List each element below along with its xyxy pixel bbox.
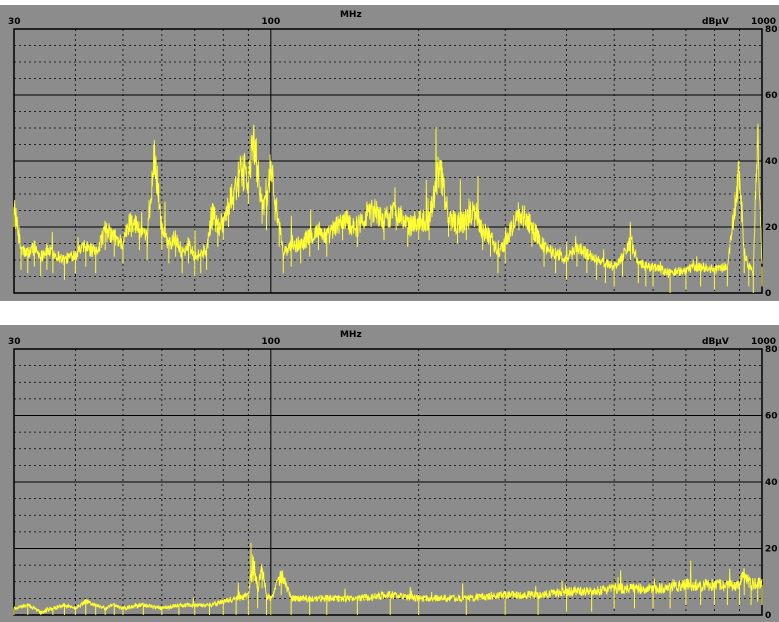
series-trace	[13, 542, 763, 615]
y-tick-label: 80	[765, 25, 778, 35]
y-tick-label: 80	[765, 345, 778, 355]
series-trace	[13, 123, 763, 279]
x-tick-label: 1000	[751, 17, 776, 27]
spectrum-chart-top: 30 100 1000 80 60 40 20 0 MHz dBµV	[0, 5, 779, 301]
y-tick-label: 40	[765, 157, 778, 167]
y-tick-label: 40	[765, 478, 778, 488]
x-axis-label: MHz	[340, 10, 362, 20]
x-tick-label: 100	[261, 17, 280, 27]
x-tick-label: 30	[8, 17, 21, 27]
y-tick-label: 0	[765, 289, 771, 299]
y-tick-label: 0	[765, 611, 771, 621]
x-tick-label: 100	[261, 337, 280, 347]
y-axis-label: dBµV	[702, 17, 729, 27]
plot-border	[13, 28, 763, 294]
x-axis-label: MHz	[340, 330, 362, 340]
y-axis-label: dBµV	[702, 337, 729, 347]
x-tick-label: 30	[8, 337, 21, 347]
plot-border	[13, 348, 763, 616]
y-tick-label: 60	[765, 91, 778, 101]
spectrum-chart-bottom: 30 100 1000 80 60 40 20 0 MHz dBµV	[0, 325, 779, 622]
y-tick-label: 20	[765, 223, 778, 233]
y-tick-label: 60	[765, 412, 778, 422]
y-tick-label: 20	[765, 545, 778, 555]
x-tick-label: 1000	[751, 337, 776, 347]
